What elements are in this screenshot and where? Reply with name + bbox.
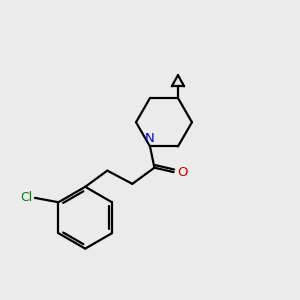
Text: O: O xyxy=(177,166,188,178)
Text: N: N xyxy=(145,132,154,145)
Text: Cl: Cl xyxy=(20,191,32,204)
